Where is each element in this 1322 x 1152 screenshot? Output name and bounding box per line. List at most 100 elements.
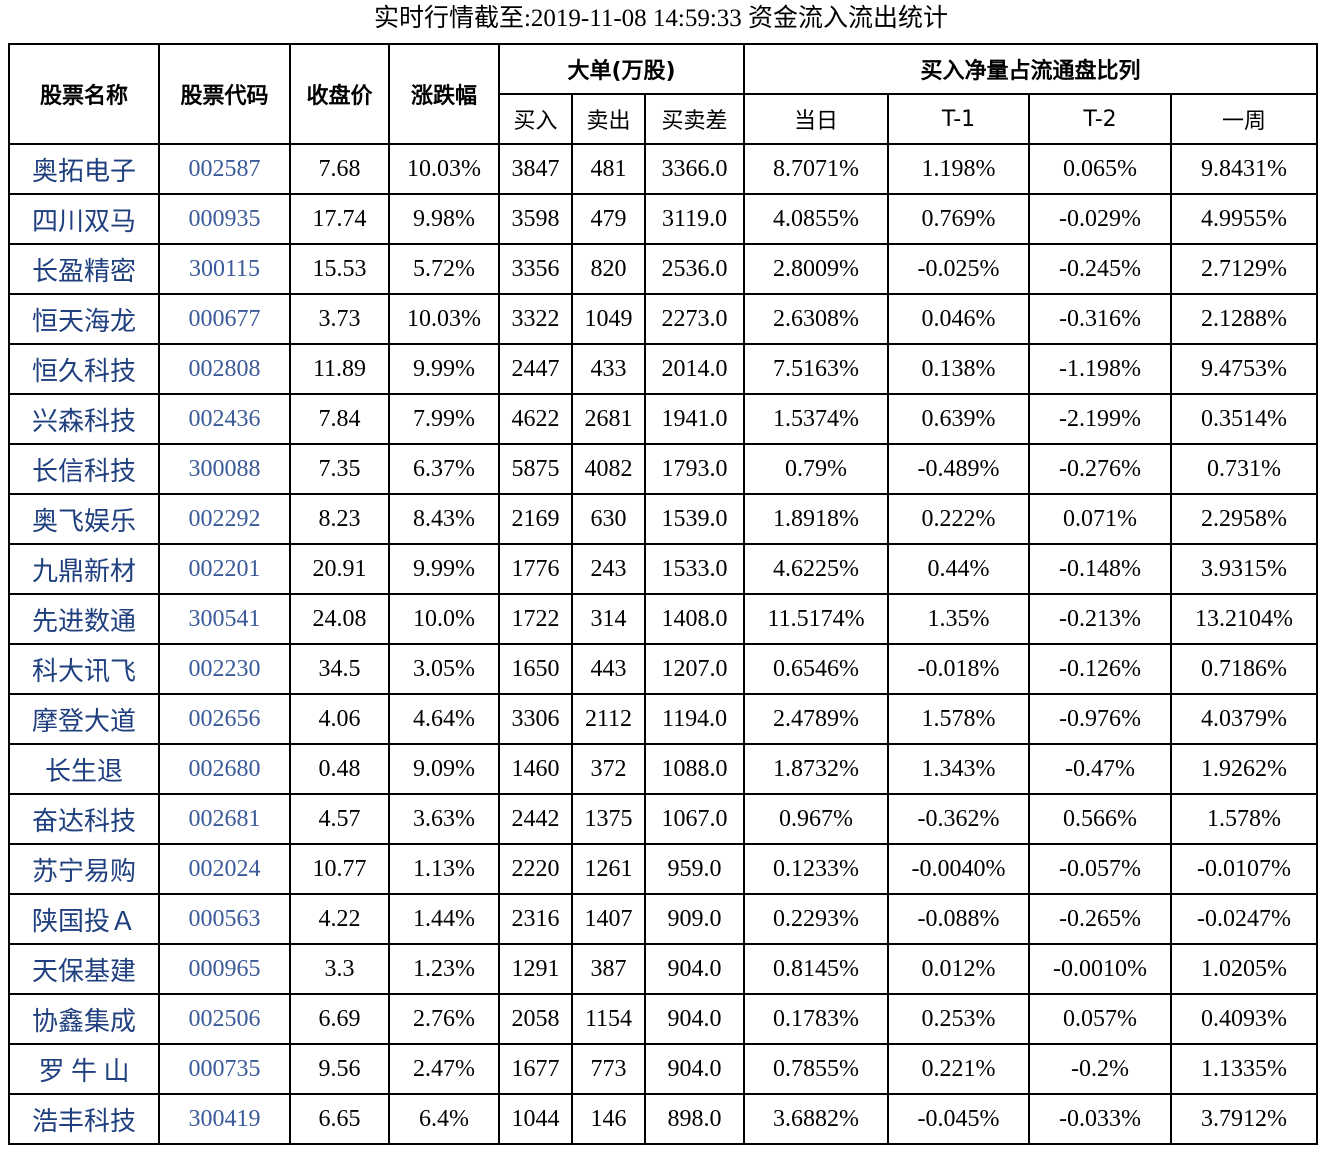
cell: 2014.0: [643, 343, 746, 395]
cell: 11.89: [289, 343, 390, 395]
stock-code: 000935: [158, 193, 291, 245]
cell: 0.012%: [887, 943, 1031, 995]
cell: 959.0: [643, 843, 746, 895]
cell: 0.79%: [743, 443, 890, 495]
cell: 2681: [571, 393, 646, 445]
page-title: 实时行情截至:2019-11-08 14:59:33 资金流入流出统计: [373, 5, 949, 32]
cell: 24.08: [289, 593, 390, 645]
cell: 0.48: [289, 743, 390, 795]
stock-code: 002292: [158, 493, 291, 545]
cell: 0.253%: [887, 993, 1031, 1045]
cell: 904.0: [643, 943, 746, 995]
column-header: 股票代码: [158, 43, 291, 145]
cell: 1291: [498, 943, 573, 995]
cell: 0.2293%: [743, 893, 890, 945]
column-subheader: T-2: [1028, 93, 1173, 145]
data-row: 奋达科技 002681 4.57 3.63% 2442 1375 1067.0 0.967% -…: [8, 793, 1319, 845]
cell: 1.0205%: [1170, 943, 1319, 995]
cell: 1407: [571, 893, 646, 945]
cell: 0.4093%: [1170, 993, 1319, 1045]
cell: 15.53: [289, 243, 390, 295]
cell: 5.72%: [388, 243, 500, 295]
cell: 146: [571, 1093, 646, 1145]
data-row: 先进数通 300541 24.08 10.0% 1722 314 1408.0 11.5174…: [8, 593, 1319, 645]
cell: -0.489%: [887, 443, 1031, 495]
stock-name: 先进数通: [8, 593, 160, 645]
stock-code: 002024: [158, 843, 291, 895]
cell: 9.56: [289, 1043, 390, 1095]
stock-name: 罗 牛 山: [8, 1043, 160, 1095]
data-row: 长盈精密 300115 15.53 5.72% 3356 820 2536.0 2.8009%…: [8, 243, 1319, 295]
cell: -0.362%: [887, 793, 1031, 845]
cell: 1.578%: [887, 693, 1031, 745]
cell: 7.5163%: [743, 343, 890, 395]
data-row: 九鼎新材 002201 20.91 9.99% 1776 243 1533.0 4.6225%…: [8, 543, 1319, 595]
cell: 243: [571, 543, 646, 595]
column-subheader: 当日: [743, 93, 890, 145]
stock-code: 002587: [158, 143, 291, 195]
stock-code: 300419: [158, 1093, 291, 1145]
data-row: 浩丰科技 300419 6.65 6.4% 1044 146 898.0 3.6882% -0.…: [8, 1093, 1319, 1145]
cell: 9.09%: [388, 743, 500, 795]
cell: 1941.0: [643, 393, 746, 445]
cell: 4.0379%: [1170, 693, 1319, 745]
stock-code: 002230: [158, 643, 291, 695]
stock-name: 长信科技: [8, 443, 160, 495]
cell: -0.045%: [887, 1093, 1031, 1145]
cell: -0.47%: [1028, 743, 1173, 795]
cell: 3.6882%: [743, 1093, 890, 1145]
cell: 3.63%: [388, 793, 500, 845]
cell: -0.025%: [887, 243, 1031, 295]
stock-name: 奥飞娱乐: [8, 493, 160, 545]
cell: 3598: [498, 193, 573, 245]
stock-name: 浩丰科技: [8, 1093, 160, 1145]
cell: 1650: [498, 643, 573, 695]
data-row: 长信科技 300088 7.35 6.37% 5875 4082 1793.0 0.79% -0…: [8, 443, 1319, 495]
cell: 0.566%: [1028, 793, 1173, 845]
cell: 2.8009%: [743, 243, 890, 295]
stock-code: 000735: [158, 1043, 291, 1095]
cell: 904.0: [643, 993, 746, 1045]
cell: 0.6546%: [743, 643, 890, 695]
cell: 2.2958%: [1170, 493, 1319, 545]
cell: 34.5: [289, 643, 390, 695]
cell: -0.316%: [1028, 293, 1173, 345]
stock-name: 兴森科技: [8, 393, 160, 445]
cell: 1.23%: [388, 943, 500, 995]
stock-code: 002681: [158, 793, 291, 845]
cell: 1067.0: [643, 793, 746, 845]
cell: 479: [571, 193, 646, 245]
cell: 9.99%: [388, 343, 500, 395]
cell: 9.8431%: [1170, 143, 1319, 195]
cell: 1049: [571, 293, 646, 345]
cell: -0.0040%: [887, 843, 1031, 895]
cell: 0.7855%: [743, 1043, 890, 1095]
cell: 4622: [498, 393, 573, 445]
cell: 3119.0: [643, 193, 746, 245]
cell: 1408.0: [643, 593, 746, 645]
cell: 3.7912%: [1170, 1093, 1319, 1145]
stock-name: 长盈精密: [8, 243, 160, 295]
stock-name: 苏宁易购: [8, 843, 160, 895]
cell: 4.9955%: [1170, 193, 1319, 245]
cell: 1.44%: [388, 893, 500, 945]
cell: 8.23: [289, 493, 390, 545]
column-subheader: 买入: [498, 93, 573, 145]
cell: 773: [571, 1043, 646, 1095]
cell: 0.731%: [1170, 443, 1319, 495]
cell: 0.138%: [887, 343, 1031, 395]
cell: 3306: [498, 693, 573, 745]
stock-name: 摩登大道: [8, 693, 160, 745]
cell: 3847: [498, 143, 573, 195]
cell: 4.64%: [388, 693, 500, 745]
cell: 3.3: [289, 943, 390, 995]
cell: 10.0%: [388, 593, 500, 645]
data-row: 四川双马 000935 17.74 9.98% 3598 479 3119.0 4.0855%…: [8, 193, 1319, 245]
cell: 8.43%: [388, 493, 500, 545]
cell: 2.6308%: [743, 293, 890, 345]
cell: -2.199%: [1028, 393, 1173, 445]
stock-code: 300541: [158, 593, 291, 645]
cell: -0.126%: [1028, 643, 1173, 695]
data-row: 恒天海龙 000677 3.73 10.03% 3322 1049 2273.0 2.6308…: [8, 293, 1319, 345]
